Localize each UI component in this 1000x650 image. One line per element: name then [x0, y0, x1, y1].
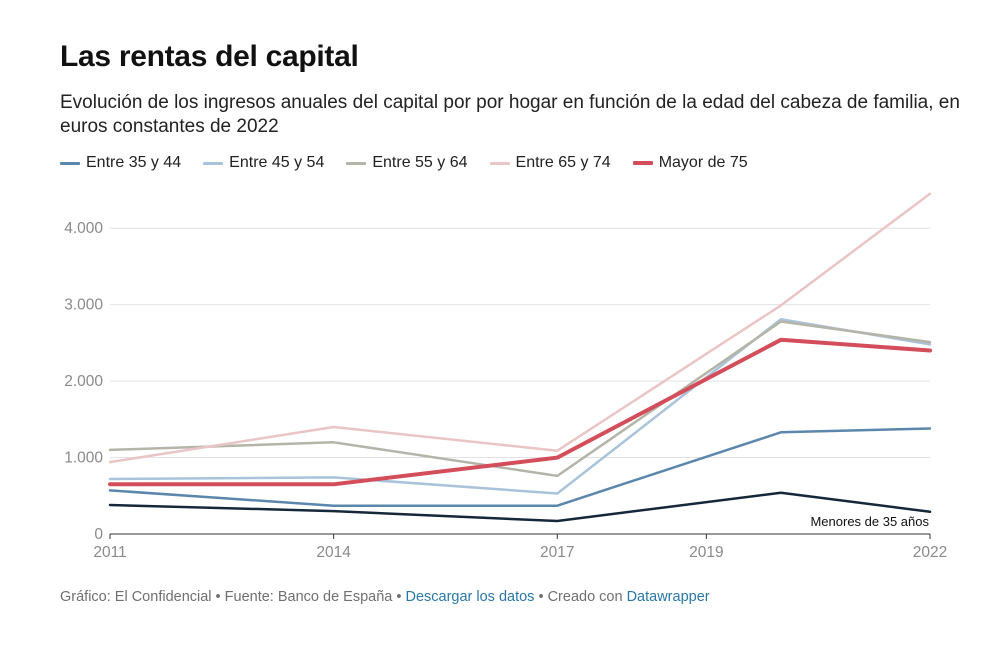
x-tick-label: 2022 [913, 544, 947, 561]
series-line-menores-de-35-anos [108, 491, 932, 523]
annotations: Menores de 35 años [810, 514, 929, 529]
legend-label-55-64: Entre 55 y 64 [372, 154, 468, 171]
legend-swatch-45-54 [203, 161, 224, 165]
gridlines [110, 227, 930, 535]
x-tick-label: 2019 [689, 544, 723, 561]
chart-subtitle: Evolución de los ingresos anuales del ca… [60, 92, 960, 137]
legend-item-65-74: Entre 65 y 74 [489, 154, 611, 172]
legend-item-mayor-75: Mayor de 75 [632, 154, 748, 172]
footer-source: Fuente: Banco de España [224, 589, 393, 605]
y-tick-label: 1.000 [64, 450, 103, 467]
series-line-entre-45-y-54 [108, 317, 932, 495]
legend-swatch-55-64 [346, 161, 367, 165]
footer-separator: • [538, 589, 544, 605]
legend-item-45-54: Entre 45 y 54 [203, 154, 324, 172]
legend-label-45-54: Entre 45 y 54 [229, 154, 325, 171]
y-axis-ticks: 0 1.000 2.000 3.000 4.000 [64, 220, 103, 543]
chart-title: Las rentas del capital [60, 40, 359, 73]
series-line-entre-65-y-74 [108, 192, 932, 464]
footer-separator: • [215, 589, 221, 605]
footer: Gráfico: El Confidencial • Fuente: Banco… [60, 589, 710, 605]
legend-item-35-44: Entre 35 y 44 [60, 154, 181, 172]
x-tick-label: 2014 [316, 544, 351, 561]
x-axis-ticks: 2011 2014 2017 2019 2022 [93, 534, 947, 561]
legend-label-35-44: Entre 35 y 44 [86, 154, 182, 171]
download-data-link[interactable]: Descargar los datos [405, 589, 535, 605]
datawrapper-link[interactable]: Datawrapper [626, 589, 710, 605]
y-tick-label: 4.000 [64, 220, 103, 237]
y-tick-label: 2.000 [64, 373, 103, 390]
legend-label-mayor-75: Mayor de 75 [658, 154, 748, 171]
legend-swatch-mayor-75 [632, 161, 653, 165]
footer-separator: • [396, 589, 402, 605]
series-line-entre-55-y-64 [108, 320, 932, 478]
y-tick-label: 3.000 [64, 297, 103, 314]
footer-credit: Gráfico: El Confidencial [60, 589, 212, 605]
series-line-entre-35-y-44 [108, 427, 932, 507]
x-tick-label: 2011 [93, 544, 126, 561]
x-tick-label: 2017 [540, 544, 574, 561]
legend-item-55-64: Entre 55 y 64 [346, 154, 468, 172]
series-lines [108, 192, 932, 523]
legend-swatch-65-74 [489, 161, 510, 165]
legend-label-65-74: Entre 65 y 74 [515, 154, 611, 171]
y-tick-label: 0 [94, 526, 103, 543]
footer-created-with: Creado con [547, 589, 623, 605]
legend-swatch-35-44 [60, 161, 80, 165]
legend: Entre 35 y 44 Entre 45 y 54 Entre 55 y 6… [60, 154, 770, 172]
series-line-mayor-de-75 [108, 337, 932, 487]
annotation-menores-35: Menores de 35 años [810, 514, 929, 529]
